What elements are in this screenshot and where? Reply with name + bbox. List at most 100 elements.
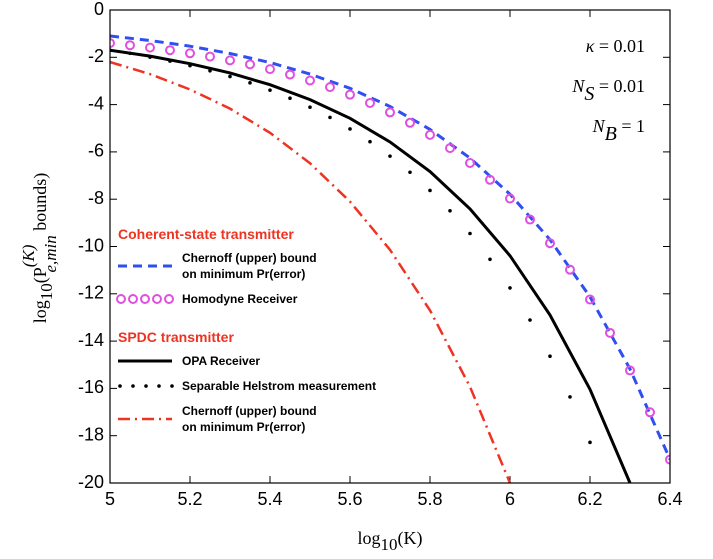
annotation-part: = 0.01 [594,36,645,56]
label-part: 10 [37,283,56,300]
legend-label: Homodyne Receiver [182,292,298,306]
marker [128,51,132,56]
marker [116,294,126,304]
series [110,60,512,483]
x-tick-label: 6.4 [657,489,682,509]
marker [245,59,255,70]
marker [568,395,572,399]
marker [188,63,192,68]
marker [445,143,455,154]
legend-entry: OPA Receiver [116,353,376,369]
annotation-part: κ [586,36,595,56]
annotation-part: = 0.01 [594,76,645,96]
x-tick-label: 5.6 [337,489,362,509]
y-tick-label: -6 [88,141,104,161]
marker [545,238,555,249]
x-tick-label: 5.4 [257,489,282,509]
marker [408,170,412,175]
marker [168,59,172,63]
marker [164,294,174,304]
annotation-part: B [605,123,617,145]
y-tick-label: 0 [94,0,104,19]
marker [325,82,335,93]
legend-label: Chernoff (upper) bound on minimum Pr(err… [182,251,317,281]
marker [505,193,515,204]
y-tick-label: -10 [78,235,104,255]
marker [185,48,195,59]
marker [268,88,272,92]
marker [328,115,332,120]
x-tick-label: 5.8 [417,489,442,509]
label-part: 10 [381,535,398,554]
legend-label: Separable Helstrom measurement [182,379,377,393]
label-part: (K) [19,244,38,267]
y-axis-label: log10(P(K) e,min bounds) [19,173,60,324]
marker [225,55,235,66]
series [110,34,670,460]
marker [265,64,275,75]
marker [118,384,122,388]
y-tick-label: -16 [78,377,104,397]
marker [145,42,155,53]
marker [365,97,375,108]
line [110,34,670,460]
marker [585,294,595,305]
y-tick-label: -14 [78,330,104,350]
annotation-part: N [592,116,606,136]
plot-frame [109,9,671,484]
marker [485,174,495,185]
marker [508,286,512,290]
legend-entry: Separable Helstrom measurement [116,378,376,394]
legend-swatch [116,294,174,304]
marker [645,407,655,418]
marker [248,81,252,85]
series [110,38,670,465]
marker [625,365,635,376]
legend-entry: Chernoff (upper) bound on minimum Pr(err… [116,403,376,435]
marker [205,51,215,62]
marker [348,127,352,131]
marker [565,264,575,275]
label-part: e,min [41,235,60,272]
marker [140,294,150,304]
marker [488,257,492,262]
x-tick-label: 6 [505,489,515,509]
marker [157,384,161,388]
x-tick-label: 6.2 [577,489,602,509]
annotation-part: N [571,76,585,96]
marker [368,139,372,144]
legend: Coherent-state transmitter Chernoff (uppe… [116,220,376,444]
marker [465,158,475,169]
legend-label: Chernoff (upper) bound on minimum Pr(err… [182,404,317,434]
y-tick-label: -18 [78,424,104,444]
marker [548,354,552,359]
label-part: log [30,300,50,323]
y-tick-label: -8 [88,188,104,208]
marker [144,384,148,388]
legend-swatch [118,417,172,421]
label-part: log [357,528,380,548]
marker [208,68,212,73]
legend-swatch [118,359,172,363]
marker [288,96,292,101]
legend-swatch [118,264,172,268]
y-tick-label: -2 [88,46,104,66]
legend-swatch [118,384,174,388]
marker [528,318,532,322]
marker [110,38,115,49]
marker [228,74,232,79]
marker [388,154,392,158]
marker [152,294,162,304]
annotation: NB = 1 [592,116,645,144]
marker [425,129,435,140]
y-tick-label: -4 [88,93,104,113]
legend-label: OPA Receiver [182,354,261,368]
marker [448,208,452,213]
legend-group-title: SPDC transmitter [118,329,234,345]
marker [405,117,415,128]
annotation: NS = 0.01 [571,76,645,104]
x-tick-label: 5.2 [177,489,202,509]
marker [428,188,432,193]
